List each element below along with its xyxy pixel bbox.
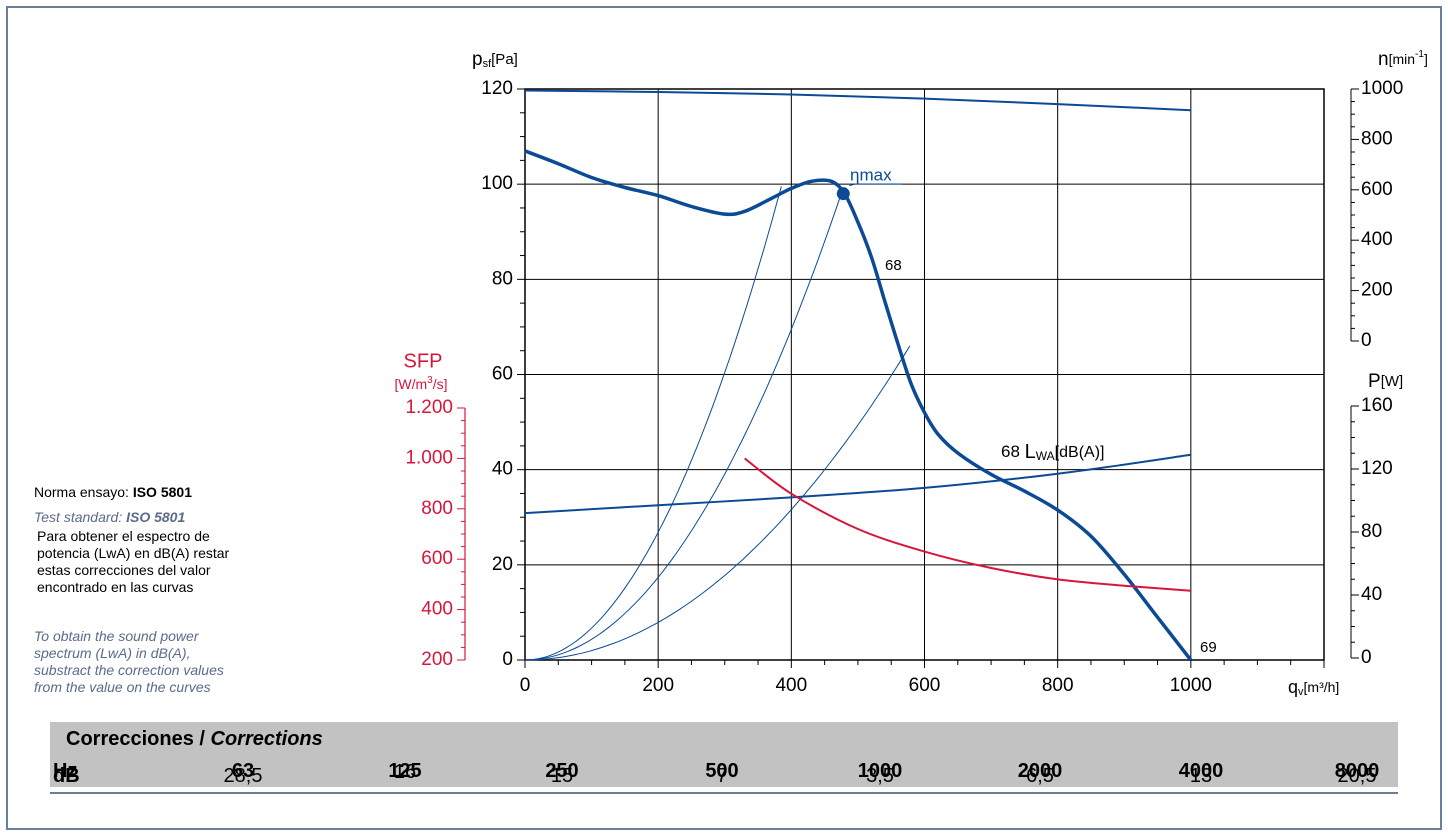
y-tick-label: 0 — [502, 649, 513, 670]
lwa-label-part: [dB(A)] — [1055, 444, 1105, 461]
sfp-tick-label: 800 — [421, 498, 453, 519]
db-cell: 3,5 — [866, 765, 894, 787]
series-line-n — [524, 89, 1191, 112]
power-tick-label: 160 — [1361, 395, 1393, 416]
power-axis-title-part: [W] — [1381, 373, 1404, 390]
hz-cell: 8000 — [1334, 760, 1380, 782]
rpm-axis-title-part: -1 — [1415, 49, 1424, 60]
hz-cell: 500 — [705, 760, 739, 782]
rpm-tick-label: 400 — [1361, 229, 1393, 250]
hz-cell: 4000 — [1178, 760, 1224, 782]
y-tick-label: 60 — [492, 364, 513, 385]
power-tick-label: 80 — [1361, 521, 1382, 542]
lwa-label-part: WA — [1036, 449, 1055, 463]
norma-note: Norma ensayo: ISO 5801 — [34, 484, 192, 500]
corrections-hz-row: Hz 63 125 250 500 1000 2000 4000 8000 — [50, 755, 1398, 787]
x-tick-label: 400 — [775, 675, 807, 696]
x-axis-title-part: q — [1288, 677, 1298, 697]
sfp-axis-unit-part: 3 — [427, 375, 433, 386]
sfp-tick-label: 1.200 — [405, 397, 453, 418]
series-line-SFP — [744, 457, 1191, 592]
x-tick-label: 800 — [1042, 675, 1074, 696]
db-label: dB — [53, 765, 80, 787]
db-cell: 16 — [393, 761, 417, 783]
rpm-axis-title: n[min-1] — [1378, 49, 1428, 70]
sfp-axis-title: SFP — [404, 350, 443, 372]
corrections-header — [50, 722, 1398, 755]
rpm-axis-title-part: n — [1378, 49, 1389, 70]
system-curve — [524, 186, 782, 661]
corrections-db-row: dB 28,5 16 15 7 3,5 6,5 13 20,5 — [50, 760, 1398, 792]
hz-cell: 250 — [545, 760, 579, 782]
corrections-title-row: Correcciones / Corrections — [50, 723, 1398, 755]
power-axis-title-part: P — [1368, 371, 1381, 392]
sfp-axis-unit-part: [W/m — [395, 376, 428, 392]
x-tick-label: 200 — [642, 675, 674, 696]
y-axis-title-part: [Pa] — [491, 51, 518, 68]
sfp-axis-unit-part: /s] — [433, 376, 448, 392]
power-tick-label: 120 — [1361, 458, 1393, 479]
y-tick-label: 100 — [481, 173, 513, 194]
y-tick-label: 40 — [492, 459, 513, 480]
lwa-label-part: 68 — [1001, 442, 1020, 461]
test-standard-note: Test standard: ISO 5801 — [34, 509, 186, 525]
sfp-axis-unit: [W/m3/s] — [395, 375, 448, 392]
rpm-axis-title-part: [min — [1389, 51, 1415, 67]
eta-leader — [849, 183, 856, 187]
db-cell: 20,5 — [1337, 765, 1377, 787]
sfp-tick-label: 400 — [421, 599, 453, 620]
system-curve — [524, 345, 911, 661]
db-cell: 7 — [716, 765, 728, 787]
sfp-tick-label: 1.000 — [405, 447, 453, 468]
x-axis-title-part: v — [1298, 686, 1304, 698]
table-bottom-line — [50, 792, 1398, 794]
series-line-p_sf — [524, 149, 1193, 662]
lwa-label-part: L — [1025, 441, 1036, 463]
x-tick-label: 0 — [520, 675, 531, 696]
y-tick-label: 80 — [492, 268, 513, 289]
eta-max-point — [836, 187, 850, 201]
db-cell: 13 — [1189, 765, 1213, 787]
corrections-title-es: Correcciones / — [66, 728, 211, 750]
power-tick-label: 40 — [1361, 584, 1382, 605]
db-cell: 6,5 — [1026, 765, 1054, 787]
spectrum-note-en: To obtain the sound power spectrum (LwA)… — [34, 628, 224, 695]
sfp-tick-label: 600 — [421, 548, 453, 569]
rpm-tick-label: 1000 — [1361, 78, 1403, 99]
db-cell: 28,5 — [223, 765, 263, 787]
db-cell: 15 — [550, 765, 574, 787]
sfp-tick-label: 200 — [421, 649, 453, 670]
x-tick-label: 1000 — [1170, 675, 1212, 696]
y-axis-title: psf[Pa] — [472, 49, 518, 70]
x-tick-label: 600 — [909, 675, 941, 696]
hz-cell: 125 — [388, 760, 422, 782]
hz-cell: 1000 — [857, 760, 903, 782]
system-curve — [524, 193, 842, 661]
x-axis-title-part: [m³/h] — [1304, 679, 1340, 695]
chart-frame — [6, 6, 1442, 830]
hz-label: Hz — [53, 760, 78, 782]
sound-level-label: 69 — [1200, 639, 1217, 656]
y-axis-title-part: p — [472, 49, 483, 70]
sound-level-label: 68 — [885, 257, 902, 274]
rpm-tick-label: 800 — [1361, 128, 1393, 149]
rpm-tick-label: 0 — [1361, 330, 1372, 351]
y-tick-label: 20 — [492, 554, 513, 575]
hz-cell: 2000 — [1017, 760, 1063, 782]
power-axis-title: P[W] — [1368, 371, 1403, 392]
rpm-tick-label: 600 — [1361, 179, 1393, 200]
rpm-tick-label: 200 — [1361, 280, 1393, 301]
spectrum-note-es: Para obtener el espectro de potencia (Lw… — [37, 528, 230, 595]
hz-cell: 63 — [231, 760, 255, 782]
eta-max-label: ηmax — [850, 165, 892, 184]
power-tick-label: 0 — [1361, 647, 1372, 668]
corrections-title-en: Corrections — [210, 728, 323, 750]
y-axis-title-part: sf — [483, 58, 493, 70]
series-line-P — [524, 453, 1191, 515]
y-tick-label: 120 — [481, 78, 513, 99]
lwa-label: 68 LWA[dB(A)] — [1001, 441, 1104, 463]
rpm-axis-title-part: ] — [1424, 51, 1428, 67]
x-axis-title: qv[m³/h] — [1288, 677, 1339, 698]
